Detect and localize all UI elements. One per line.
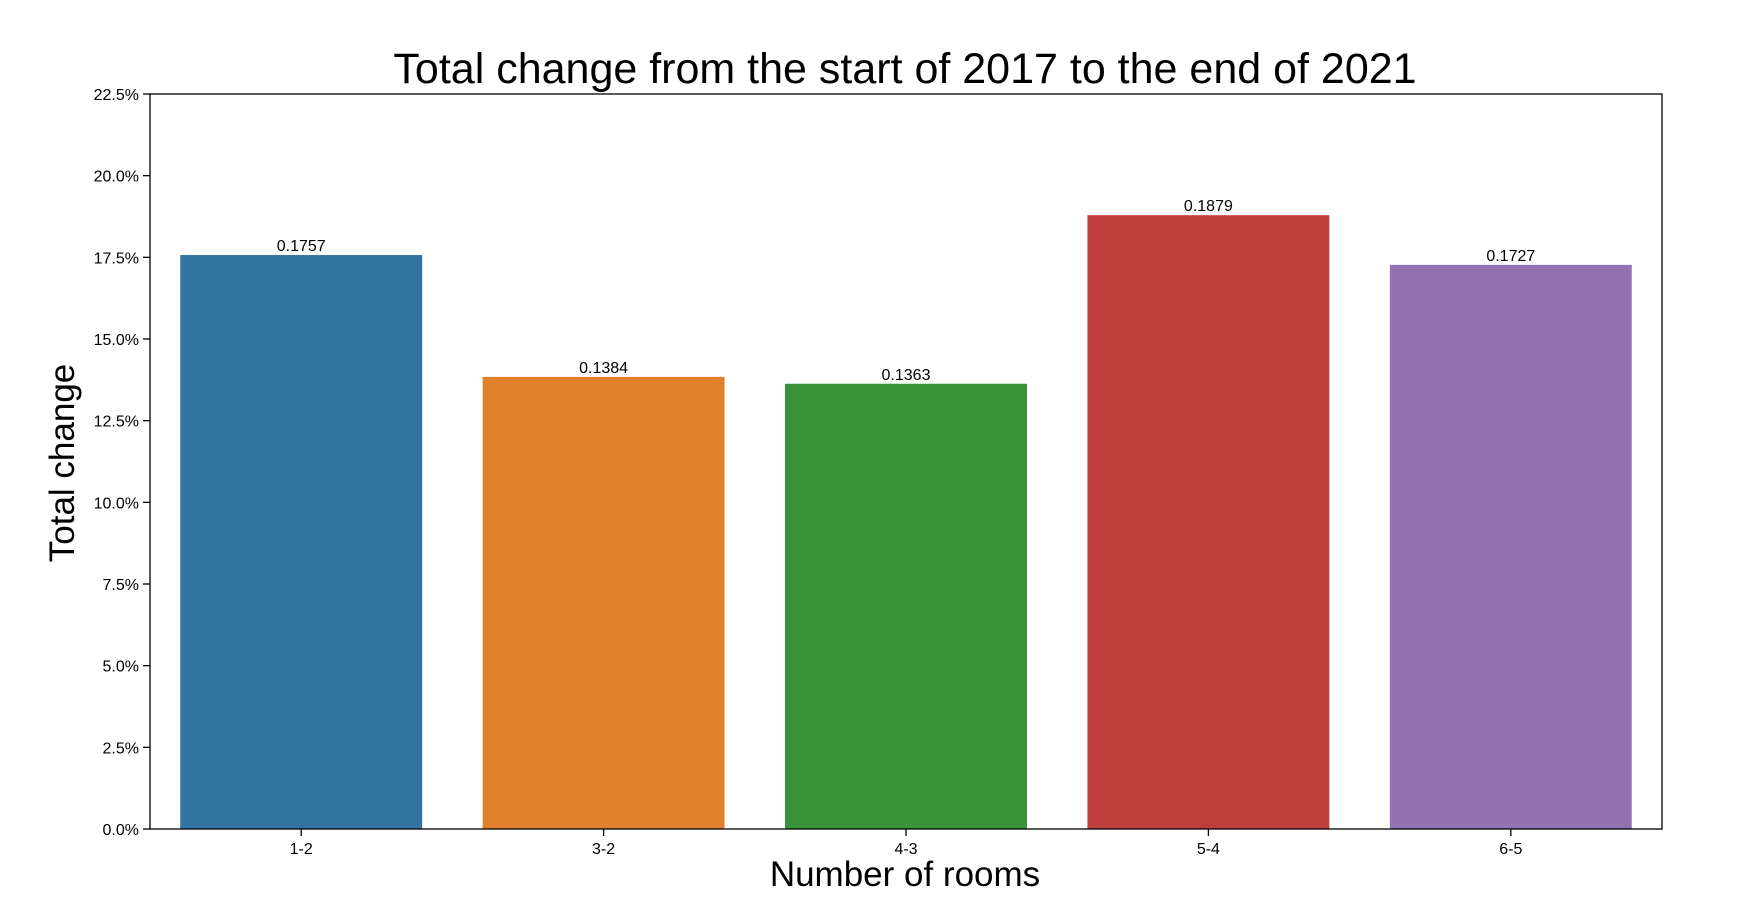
y-tick-label: 22.5% (94, 87, 139, 104)
y-axis: 0.0% 2.5% 5.0% 7.5% 10.0% 12.5% 15.0% 17.5% 20.0… (94, 87, 150, 839)
y-tick-label: 2.5% (103, 740, 139, 757)
plot-frame (149, 93, 1663, 830)
chart-title: Total change from the start of 2017 to t… (393, 45, 1416, 93)
y-tick-label: 7.5% (103, 577, 139, 594)
bar-3-2 (482, 376, 725, 829)
y-tick-label: 10.0% (94, 495, 139, 512)
bar-4-3 (785, 383, 1027, 829)
x-axis: 1-2 3-2 4-3 5-4 6-5 (290, 829, 1522, 858)
bars-group (180, 215, 1632, 830)
x-tick-label: 6-5 (1499, 841, 1522, 858)
y-tick-label: 0.0% (103, 822, 139, 839)
x-tick-label: 4-3 (894, 841, 917, 858)
bar-value-labels: 0.1757 0.1384 0.1363 0.1879 0.1727 (277, 198, 1536, 384)
bar-value-label: 0.1363 (882, 367, 931, 384)
y-tick-label: 20.0% (94, 169, 139, 186)
bar-1-2 (180, 255, 423, 830)
bar-6-5 (1389, 264, 1632, 829)
y-axis-label: Total change (43, 364, 82, 562)
x-tick-label: 1-2 (290, 841, 313, 858)
x-tick-label: 3-2 (592, 841, 615, 858)
y-tick-label: 5.0% (103, 659, 139, 676)
bar-value-label: 0.1757 (277, 238, 326, 255)
bar-value-label: 0.1384 (579, 360, 628, 377)
y-tick-label: 12.5% (94, 414, 139, 431)
y-tick-label: 15.0% (94, 332, 139, 349)
bar-value-label: 0.1727 (1486, 248, 1535, 265)
x-axis-label: Number of rooms (770, 855, 1040, 894)
bar-5-4 (1087, 215, 1330, 829)
bar-value-label: 0.1879 (1184, 198, 1233, 215)
x-tick-label: 5-4 (1197, 841, 1220, 858)
y-tick-label: 17.5% (94, 250, 139, 267)
